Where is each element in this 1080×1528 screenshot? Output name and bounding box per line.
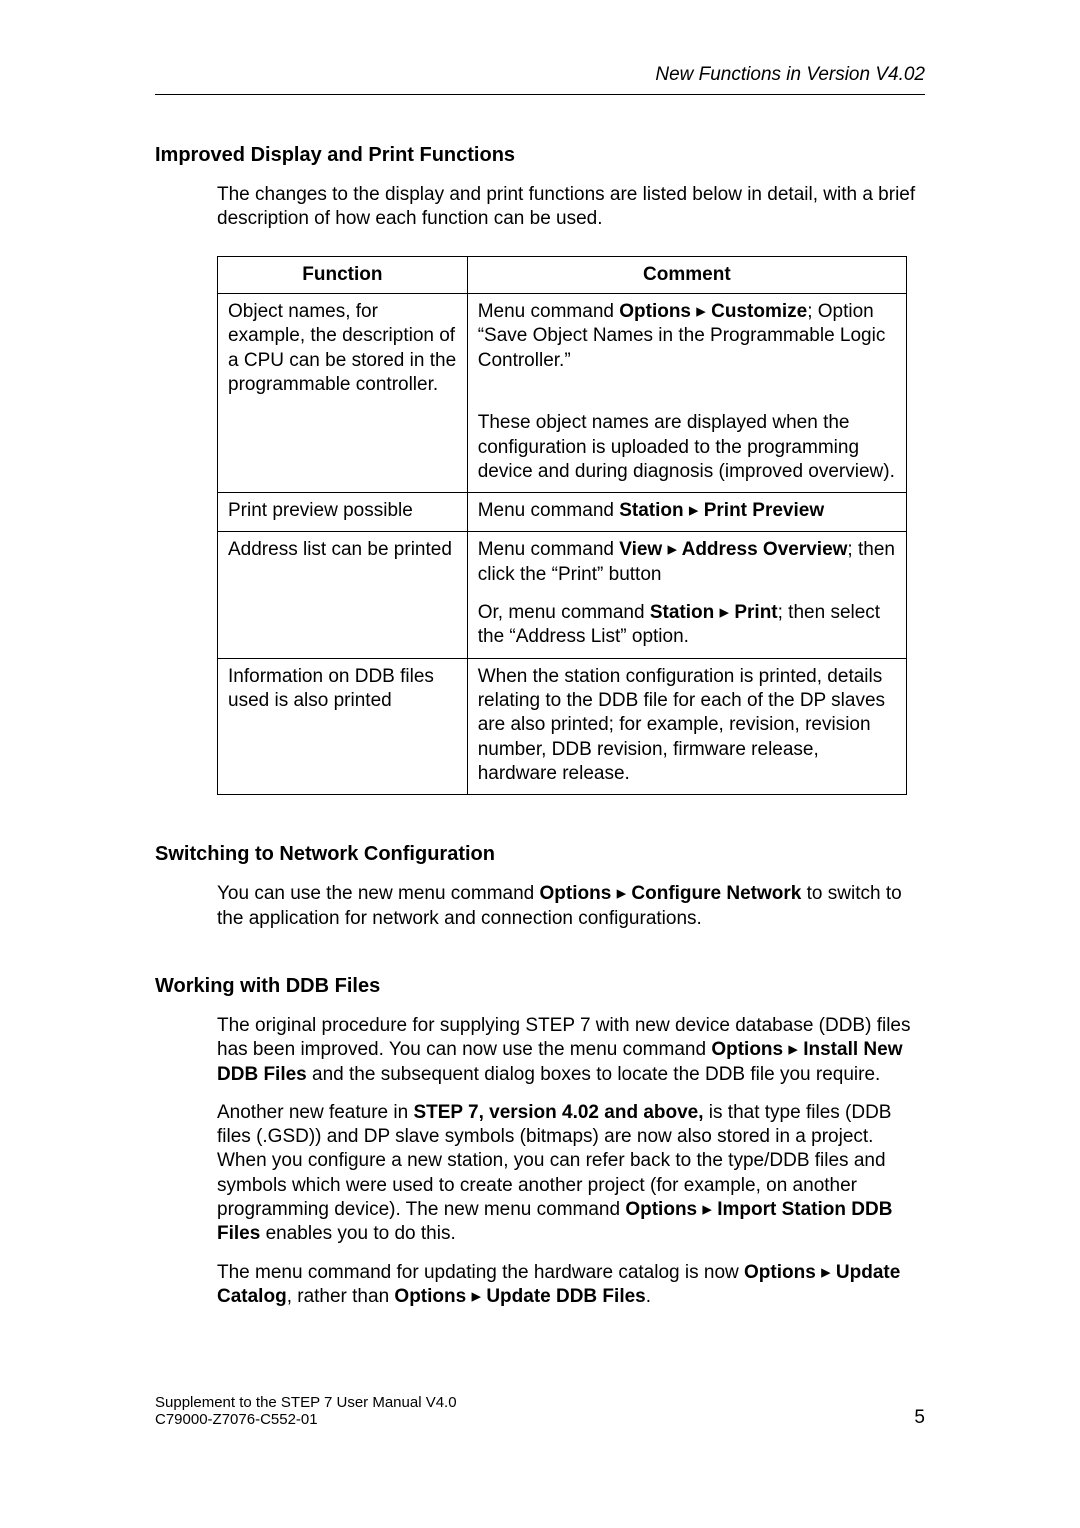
header-rule <box>155 94 925 95</box>
triangle-icon <box>696 301 706 322</box>
cell-function-cont <box>218 405 468 492</box>
cell-function: Information on DDB files used is also pr… <box>218 658 468 795</box>
cell-comment: Menu command Station Print Preview <box>467 493 906 532</box>
th-comment: Comment <box>467 256 906 293</box>
triangle-icon <box>702 1199 712 1220</box>
cell-comment: When the station configuration is printe… <box>467 658 906 795</box>
text: Or, menu command <box>478 602 650 623</box>
triangle-icon <box>471 1286 481 1307</box>
table-row: Address list can be printed Menu command… <box>218 532 907 595</box>
functions-table: Function Comment Object names, for examp… <box>217 256 907 796</box>
heading-ddb: Working with DDB Files <box>155 975 925 998</box>
bold-text: Options <box>744 1262 816 1283</box>
cell-function: Address list can be printed <box>218 532 468 595</box>
text: and the subsequent dialog boxes to locat… <box>307 1064 881 1085</box>
ddb-para-3: The menu command for updating the hardwa… <box>217 1261 925 1310</box>
page-footer: Supplement to the STEP 7 User Manual V4.… <box>155 1394 925 1429</box>
bold-text: Print Preview <box>704 500 824 521</box>
triangle-icon <box>821 1262 831 1283</box>
text: These object names are displayed when th… <box>478 412 895 482</box>
triangle-icon <box>617 883 627 904</box>
ddb-para-1: The original procedure for supplying STE… <box>217 1014 925 1087</box>
text: Menu command <box>478 539 620 560</box>
heading-network: Switching to Network Configuration <box>155 843 925 866</box>
cell-comment: Or, menu command Station Print; then sel… <box>467 595 906 658</box>
text: The menu command for updating the hardwa… <box>217 1262 744 1283</box>
footer-line-2: C79000-Z7076-C552-01 <box>155 1411 925 1428</box>
triangle-icon <box>720 602 730 623</box>
bold-text: Station <box>650 602 714 623</box>
heading-display-print: Improved Display and Print Functions <box>155 144 925 167</box>
bold-text: STEP 7, version 4.02 and above, <box>413 1102 703 1123</box>
table-row: Object names, for example, the descripti… <box>218 293 907 405</box>
text: Another new feature in <box>217 1102 413 1123</box>
text: . <box>646 1286 651 1307</box>
cell-function-cont <box>218 595 468 658</box>
section-ddb-body: The original procedure for supplying STE… <box>217 1014 925 1309</box>
th-function: Function <box>218 256 468 293</box>
bold-text: Configure Network <box>631 883 801 904</box>
cell-comment: Menu command View Address Overview; then… <box>467 532 906 595</box>
intro-para: The changes to the display and print fun… <box>217 183 925 232</box>
table-row: Print preview possible Menu command Stat… <box>218 493 907 532</box>
table-row: Or, menu command Station Print; then sel… <box>218 595 907 658</box>
table-row: Information on DDB files used is also pr… <box>218 658 907 795</box>
bold-text: Options <box>540 883 612 904</box>
page-number: 5 <box>914 1407 925 1429</box>
page-content: Improved Display and Print Functions The… <box>155 144 925 1323</box>
triangle-icon <box>667 539 677 560</box>
bold-text: Options <box>394 1286 466 1307</box>
cell-comment: These object names are displayed when th… <box>467 405 906 492</box>
bold-text: Options <box>711 1039 783 1060</box>
cell-comment: Menu command Options Customize; Option “… <box>467 293 906 405</box>
triangle-icon <box>788 1039 798 1060</box>
network-para: You can use the new menu command Options… <box>217 882 925 931</box>
bold-text: Update DDB Files <box>486 1286 645 1307</box>
footer-line-1: Supplement to the STEP 7 User Manual V4.… <box>155 1394 925 1411</box>
bold-text: View <box>619 539 662 560</box>
text: You can use the new menu command <box>217 883 540 904</box>
bold-text: Print <box>734 602 777 623</box>
bold-text: Address Overview <box>682 539 848 560</box>
table-header-row: Function Comment <box>218 256 907 293</box>
ddb-para-2: Another new feature in STEP 7, version 4… <box>217 1101 925 1247</box>
cell-function: Print preview possible <box>218 493 468 532</box>
text: Menu command <box>478 500 620 521</box>
bold-text: Options <box>619 301 691 322</box>
text: enables you to do this. <box>260 1223 455 1244</box>
text: , rather than <box>287 1286 395 1307</box>
bold-text: Options <box>625 1199 697 1220</box>
section-display-print-body: The changes to the display and print fun… <box>217 183 925 795</box>
section-network-body: You can use the new menu command Options… <box>217 882 925 931</box>
cell-function: Object names, for example, the descripti… <box>218 293 468 405</box>
bold-text: Station <box>619 500 683 521</box>
bold-text: Customize <box>711 301 807 322</box>
running-header: New Functions in Version V4.02 <box>155 64 925 86</box>
table-row: These object names are displayed when th… <box>218 405 907 492</box>
text: Menu command <box>478 301 620 322</box>
